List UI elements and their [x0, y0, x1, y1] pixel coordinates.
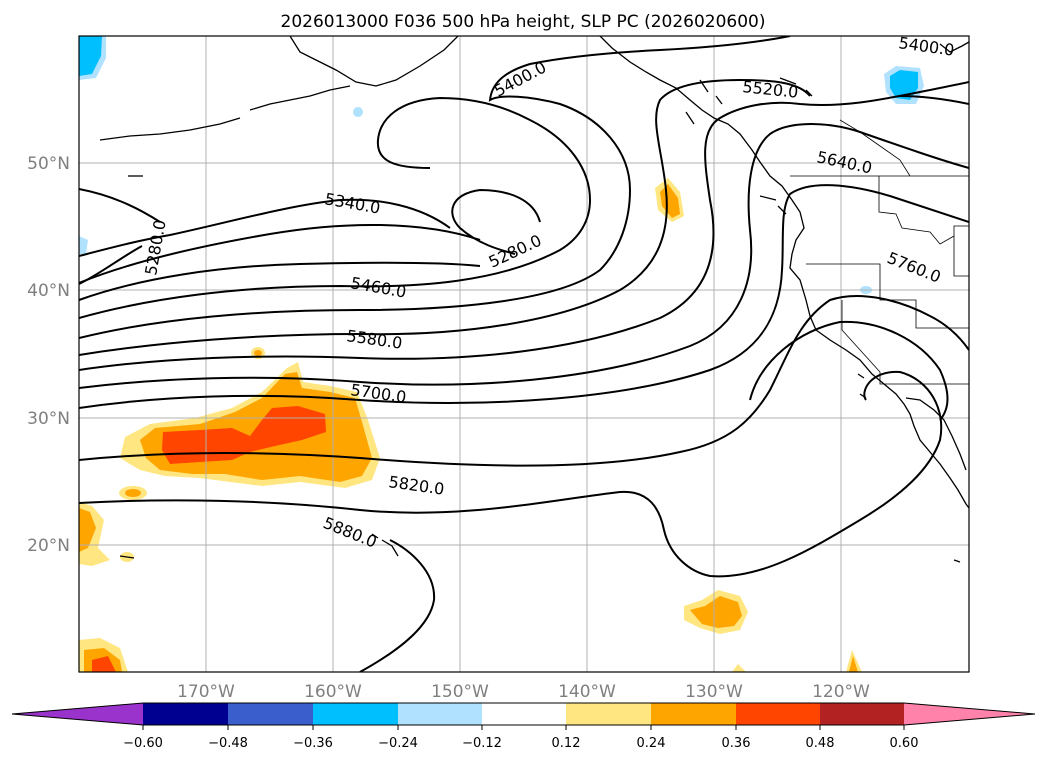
colorbar-tick-label: −0.48: [208, 736, 248, 751]
colorbar-segment: [566, 703, 651, 725]
coastlines: [99, 36, 969, 563]
lon-label: 170°W: [177, 682, 235, 702]
latitude-labels: 50°N 40°N 30°N 20°N: [27, 154, 70, 556]
colorbar-segment: [143, 703, 228, 725]
map-frame: [78, 35, 970, 673]
lon-label: 140°W: [558, 682, 616, 702]
colorbar-ticks: [142, 725, 905, 730]
colorbar-segment: [313, 703, 398, 725]
colorbar-tick-label: 0.48: [806, 736, 835, 751]
colorbar-left-extension: [12, 703, 143, 725]
longitude-labels: 170°W 160°W 150°W 140°W 130°W 120°W: [177, 682, 870, 702]
colorbar-segment: [228, 703, 313, 725]
map-panel: 5400.0 5520.0 5400.0 5640.0 5340.0 5280.…: [79, 33, 969, 672]
colorbar-tick-label: −0.60: [123, 736, 163, 751]
lon-label: 160°W: [304, 682, 362, 702]
colorbar-tick-label: 0.36: [722, 736, 751, 751]
anomaly-red-central: [162, 406, 326, 464]
colorbar-tick-label: 0.24: [637, 736, 666, 751]
colorbar-tick-label: −0.36: [293, 736, 333, 751]
lon-label: 150°W: [431, 682, 489, 702]
contour-label: 5400.0: [897, 33, 955, 60]
lon-label: 120°W: [812, 682, 870, 702]
borders: [790, 119, 969, 385]
gridlines: [79, 36, 969, 672]
colorbar: −0.60 −0.48 −0.36 −0.24 −0.12 0.12 0.24 …: [11, 702, 1036, 751]
colorbar-tick-label: 0.12: [552, 736, 581, 751]
lon-label: 130°W: [685, 682, 743, 702]
colorbar-tick-label: −0.24: [378, 736, 418, 751]
colorbar-tick-label: 0.60: [890, 736, 919, 751]
colorbar-right-extension: [904, 703, 1035, 725]
colorbar-segment: [398, 703, 482, 725]
colorbar-segment: [482, 703, 566, 725]
colorbar-segment: [820, 703, 904, 725]
colorbar-tick-label: −0.12: [462, 736, 502, 751]
chart-title: 2026013000 F036 500 hPa height, SLP PC (…: [281, 12, 766, 32]
height-contours: [79, 36, 969, 672]
lat-label: 40°N: [27, 281, 70, 301]
colorbar-segment: [651, 703, 736, 725]
lat-label: 50°N: [27, 154, 70, 174]
lat-label: 20°N: [27, 536, 70, 556]
lat-label: 30°N: [27, 409, 70, 429]
colorbar-tick-labels: −0.60 −0.48 −0.36 −0.24 −0.12 0.12 0.24 …: [123, 736, 918, 751]
colorbar-segment: [736, 703, 820, 725]
